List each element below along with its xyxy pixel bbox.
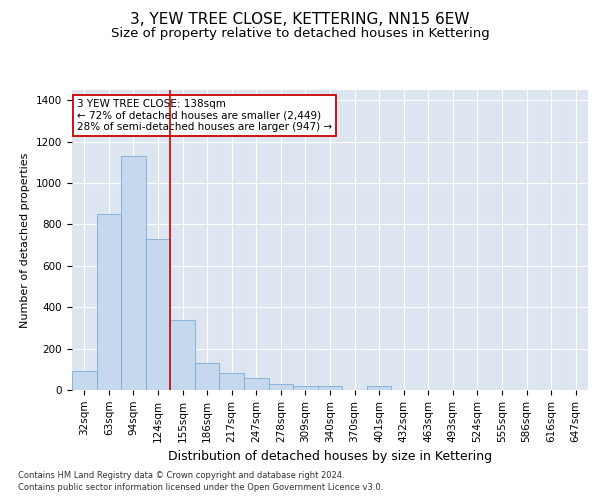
Text: 3, YEW TREE CLOSE, KETTERING, NN15 6EW: 3, YEW TREE CLOSE, KETTERING, NN15 6EW	[130, 12, 470, 28]
Bar	[293, 386, 318, 390]
Text: 3 YEW TREE CLOSE: 138sqm
← 72% of detached houses are smaller (2,449)
28% of sem: 3 YEW TREE CLOSE: 138sqm ← 72% of detach…	[77, 99, 332, 132]
Bar	[97, 214, 121, 390]
X-axis label: Distribution of detached houses by size in Kettering: Distribution of detached houses by size …	[168, 450, 492, 463]
Text: Contains public sector information licensed under the Open Government Licence v3: Contains public sector information licen…	[18, 484, 383, 492]
Text: Size of property relative to detached houses in Kettering: Size of property relative to detached ho…	[110, 28, 490, 40]
Bar	[195, 363, 220, 390]
Bar	[220, 374, 244, 390]
Bar	[244, 378, 269, 390]
Y-axis label: Number of detached properties: Number of detached properties	[20, 152, 31, 328]
Bar	[72, 372, 97, 390]
Bar	[367, 386, 391, 390]
Text: Contains HM Land Registry data © Crown copyright and database right 2024.: Contains HM Land Registry data © Crown c…	[18, 471, 344, 480]
Bar	[269, 384, 293, 390]
Bar	[170, 320, 195, 390]
Bar	[121, 156, 146, 390]
Bar	[146, 239, 170, 390]
Bar	[318, 386, 342, 390]
